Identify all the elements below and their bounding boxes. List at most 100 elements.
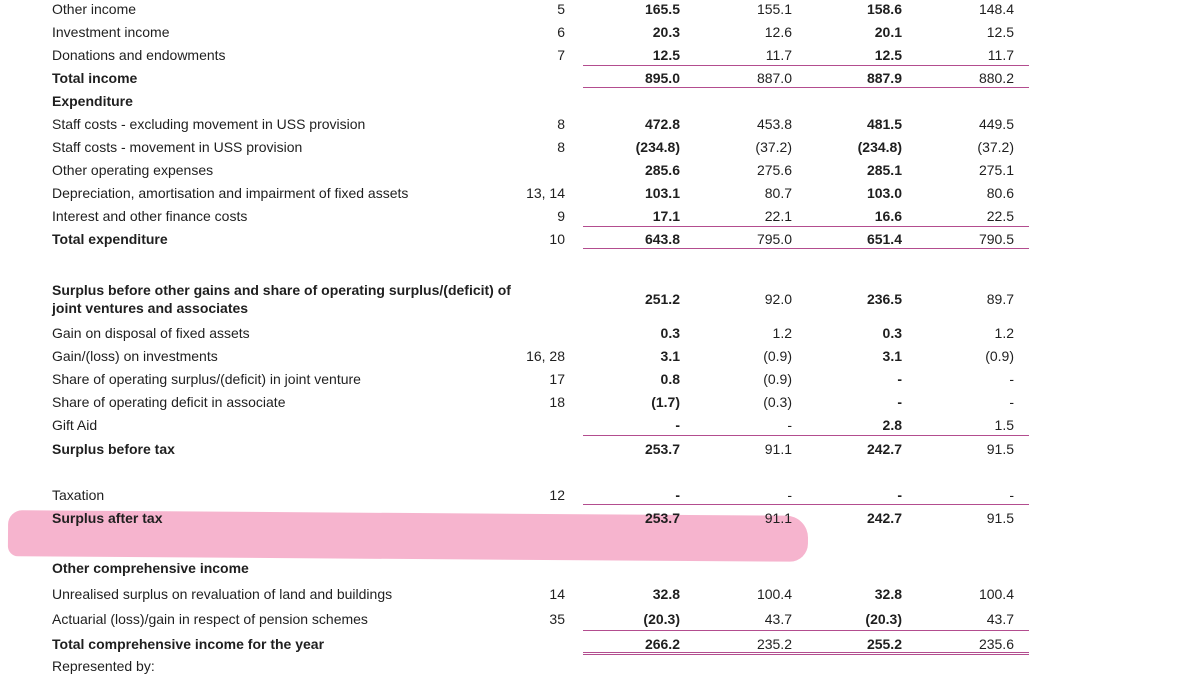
value-col2: 887.0 — [756, 70, 792, 86]
note-ref: 8 — [557, 116, 565, 132]
value-col1: 103.1 — [644, 185, 680, 201]
subtotal-rule — [583, 226, 1029, 227]
value-col2: 91.1 — [764, 510, 792, 526]
row-label: Share of operating surplus/(deficit) in … — [52, 371, 361, 387]
value-col4: 790.5 — [978, 231, 1014, 247]
value-col2: (0.9) — [763, 348, 792, 364]
row-label: Depreciation, amortisation and impairmen… — [52, 185, 409, 201]
table-row: Gift Aid - - 2.8 1.5 — [0, 416, 1200, 438]
table-row: Investment income 6 20.3 12.6 20.1 12.5 — [0, 23, 1200, 45]
value-col2: 100.4 — [756, 586, 792, 602]
table-row-total: Surplus before tax 253.7 91.1 242.7 91.5 — [0, 440, 1200, 462]
row-label: Taxation — [52, 487, 105, 503]
value-col4: 80.6 — [986, 185, 1014, 201]
value-col3: 16.6 — [874, 208, 902, 224]
value-col1: 266.2 — [644, 636, 680, 652]
value-col1: 32.8 — [652, 586, 680, 602]
row-label: Surplus after tax — [52, 510, 163, 526]
value-col3: 285.1 — [866, 162, 902, 178]
note-ref: 12 — [549, 487, 565, 503]
value-col4: 11.7 — [987, 47, 1014, 63]
value-col2: (0.9) — [763, 371, 792, 387]
value-col4: - — [1009, 487, 1014, 503]
value-col1: (234.8) — [635, 139, 680, 155]
note-ref: 17 — [549, 371, 565, 387]
value-col1: 253.7 — [644, 510, 680, 526]
value-col4: 100.4 — [978, 586, 1014, 602]
value-col4: - — [1009, 394, 1014, 410]
row-label: Gain on disposal of fixed assets — [52, 325, 250, 341]
value-col1: - — [675, 417, 680, 433]
value-col1: - — [675, 487, 680, 503]
value-col1: 253.7 — [644, 441, 680, 457]
value-col3: 3.1 — [882, 348, 902, 364]
value-col2: - — [787, 417, 792, 433]
value-col3: 32.8 — [874, 586, 902, 602]
value-col3: - — [897, 487, 902, 503]
value-col2: 22.1 — [764, 208, 792, 224]
total-rule — [583, 87, 1029, 88]
row-label: Staff costs - excluding movement in USS … — [52, 116, 366, 132]
row-label: Total expenditure — [52, 231, 168, 247]
note-ref: 13, 14 — [526, 185, 565, 201]
value-col2: 795.0 — [756, 231, 792, 247]
value-col1: 0.8 — [660, 371, 680, 387]
note-ref: 5 — [557, 1, 565, 17]
value-col2: - — [787, 487, 792, 503]
table-row: Gain on disposal of fixed assets 0.3 1.2… — [0, 324, 1200, 346]
value-col1: 251.2 — [644, 291, 680, 307]
table-row: Staff costs - excluding movement in USS … — [0, 115, 1200, 137]
value-col4: (0.9) — [985, 348, 1014, 364]
value-col3: 255.2 — [866, 636, 902, 652]
row-label: Interest and other finance costs — [52, 208, 248, 224]
value-col4: 235.6 — [978, 636, 1014, 652]
note-ref: 6 — [557, 24, 565, 40]
value-col3: 236.5 — [866, 291, 902, 307]
table-row: Share of operating surplus/(deficit) in … — [0, 370, 1200, 392]
value-col3: 2.8 — [882, 417, 902, 433]
note-ref: 35 — [549, 611, 565, 627]
value-col4: 89.7 — [986, 291, 1014, 307]
row-label: Other income — [52, 1, 137, 17]
row-label: Investment income — [52, 24, 170, 40]
row-label: Unrealised surplus on revaluation of lan… — [52, 586, 393, 602]
value-col1: 643.8 — [644, 231, 680, 247]
section-heading: Expenditure — [0, 92, 1200, 114]
table-row-total: Surplus before other gains and share of … — [0, 281, 1200, 321]
value-col3: 103.0 — [866, 185, 902, 201]
value-col3: 12.5 — [874, 47, 902, 63]
table-row: Share of operating deficit in associate … — [0, 393, 1200, 415]
note-ref: 9 — [557, 208, 565, 224]
row-label: Other comprehensive income — [52, 560, 249, 576]
table-row-total: Total income 895.0 887.0 887.9 880.2 — [0, 69, 1200, 91]
table-row: Other income 5 165.5 155.1 158.6 148.4 — [0, 0, 1200, 22]
value-col2: 12.6 — [764, 24, 792, 40]
value-col2: 1.2 — [772, 325, 792, 341]
value-col1: 12.5 — [652, 47, 680, 63]
value-col4: 22.5 — [986, 208, 1014, 224]
value-col1: 20.3 — [652, 24, 680, 40]
total-rule — [583, 248, 1029, 249]
value-col3: - — [897, 394, 902, 410]
value-col3: 158.6 — [866, 1, 902, 17]
value-col2: 91.1 — [764, 441, 792, 457]
note-ref: 8 — [557, 139, 565, 155]
row-label: Represented by: — [52, 658, 155, 674]
table-row: Taxation 12 - - - - — [0, 486, 1200, 508]
subtotal-rule — [583, 504, 1029, 505]
value-col4: 91.5 — [986, 510, 1014, 526]
value-col4: 91.5 — [986, 441, 1014, 457]
value-col2: (37.2) — [755, 139, 792, 155]
value-col4: 880.2 — [978, 70, 1014, 86]
table-row: Depreciation, amortisation and impairmen… — [0, 184, 1200, 206]
value-col2: 92.0 — [764, 291, 792, 307]
table-row: Interest and other finance costs 9 17.1 … — [0, 207, 1200, 229]
value-col1: 165.5 — [644, 1, 680, 17]
value-col3: (234.8) — [857, 139, 902, 155]
value-col3: 887.9 — [866, 70, 902, 86]
value-col1: 285.6 — [644, 162, 680, 178]
value-col4: 12.5 — [986, 24, 1014, 40]
row-label: Gift Aid — [52, 417, 98, 433]
value-col4: 275.1 — [978, 162, 1014, 178]
value-col1: 895.0 — [644, 70, 680, 86]
